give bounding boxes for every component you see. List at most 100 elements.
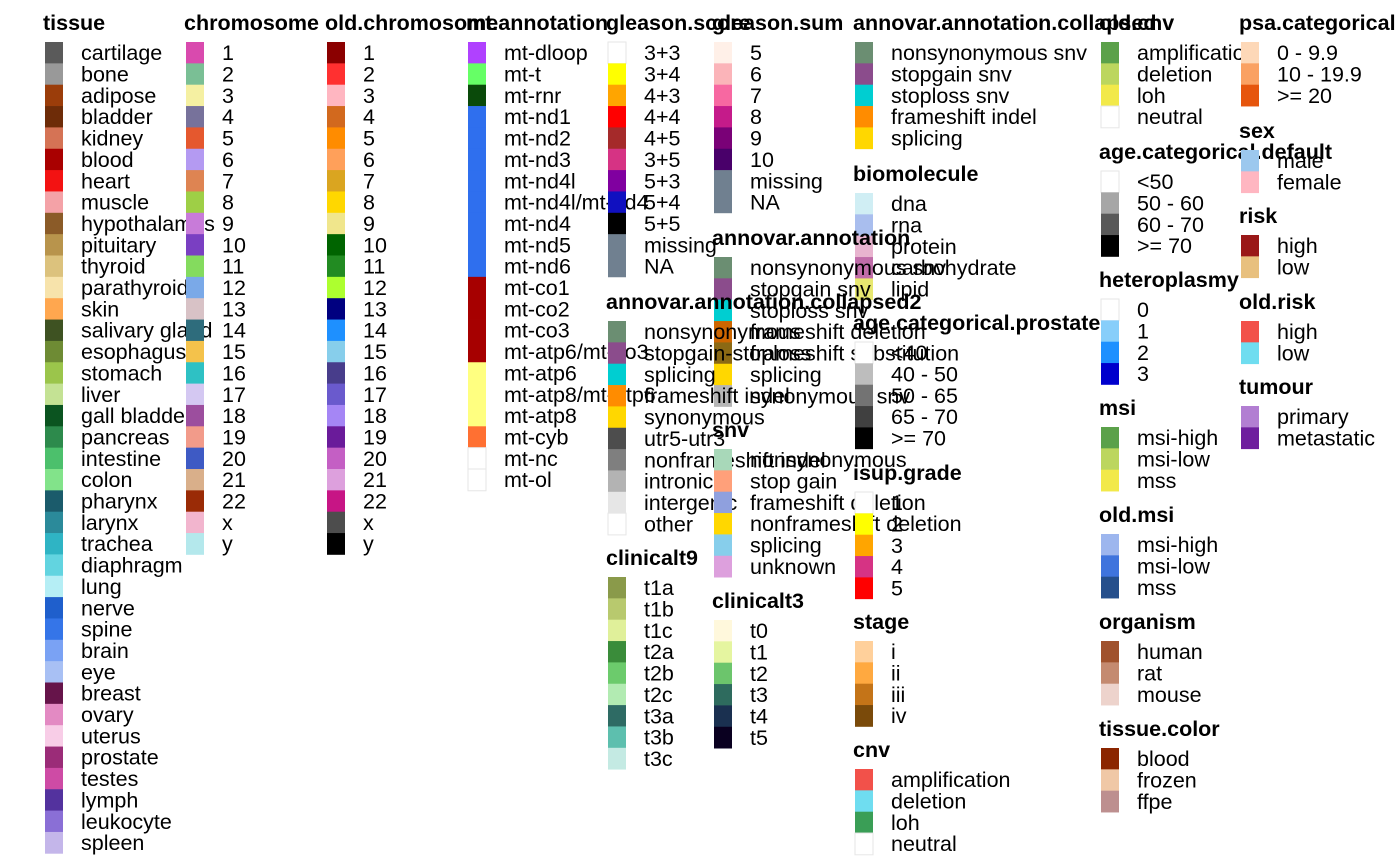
legend-label: stopgain snv	[750, 278, 871, 302]
legend-swatch	[186, 148, 204, 171]
legend-swatch	[467, 468, 487, 492]
legend-title: isup.grade	[853, 461, 962, 485]
legend-label: nonsynonymous	[750, 448, 907, 472]
legend-swatch	[327, 340, 345, 363]
legend-label: primary	[1277, 405, 1349, 429]
legend-label: 11	[222, 255, 244, 279]
legend-group: annovar.annotation.collapsed nonsynonymou…	[853, 11, 1156, 151]
legend-swatch	[608, 641, 626, 663]
legend-label: 5	[891, 577, 903, 601]
legend-group: tissuecartilageboneadiposebladderkidneyb…	[43, 11, 215, 855]
legend-label: carbohydrate	[891, 256, 1017, 280]
legend-label: neutral	[1137, 105, 1203, 129]
legend-swatch	[608, 363, 626, 386]
legend-swatch	[468, 276, 486, 299]
legend-swatch	[1241, 42, 1259, 64]
legend-swatch	[45, 469, 63, 491]
legend-label: y	[363, 532, 374, 556]
legend-swatch	[45, 84, 63, 107]
legend-label: t3a	[644, 704, 674, 728]
legend-swatch	[714, 299, 732, 322]
legend-swatch	[45, 639, 63, 662]
legend-swatch	[45, 362, 63, 384]
legend-swatch	[186, 191, 204, 214]
legend-swatch	[855, 769, 873, 791]
legend-label: spleen	[81, 831, 144, 855]
legend-swatch	[607, 41, 627, 65]
legend-label: amplification	[891, 768, 1011, 792]
legend-swatch	[186, 490, 204, 513]
legend-swatch	[714, 449, 732, 471]
legend-label: larynx	[81, 511, 139, 535]
legend-swatch	[1241, 321, 1259, 343]
legend-label: 10	[363, 233, 387, 257]
legend-label: low	[1277, 342, 1310, 366]
legend-swatch	[714, 620, 732, 642]
legend-swatch	[468, 404, 486, 427]
legend-swatch	[468, 234, 486, 256]
legend-swatch	[714, 470, 732, 493]
legend-label: 1	[891, 491, 903, 515]
legend-label: t1a	[644, 576, 674, 600]
legend-label: high	[1277, 234, 1318, 258]
legend-swatch	[467, 447, 487, 470]
legend-label: bladder	[81, 105, 153, 129]
legend-swatch	[608, 148, 626, 171]
legend-label: t4	[750, 705, 768, 729]
legend-swatch	[45, 127, 63, 150]
legend-swatch	[1241, 342, 1259, 365]
legend-swatch	[714, 342, 732, 365]
legend-label: splicing	[750, 363, 822, 387]
legend-swatch	[186, 383, 204, 406]
legend-swatch	[1101, 84, 1119, 107]
legend-label: mt-ol	[504, 468, 552, 492]
legend-swatch	[714, 42, 732, 64]
legend-swatch	[608, 170, 626, 192]
legend-swatch	[855, 513, 873, 536]
legend-label: 7	[222, 169, 234, 193]
legend-label: 18	[363, 404, 387, 428]
legend-swatch	[45, 511, 63, 534]
legend-swatch	[714, 534, 732, 557]
legend-swatch	[608, 321, 626, 343]
legend-label: iv	[891, 704, 907, 728]
legend-label: t2c	[644, 683, 673, 707]
legend-title: old.cnv	[1099, 11, 1174, 35]
legend-label: skin	[81, 297, 119, 321]
legend-swatch	[327, 404, 345, 427]
legend-label: mt-co2	[504, 297, 570, 321]
legend-label: msi-low	[1137, 448, 1210, 472]
legend-swatch	[186, 42, 204, 64]
legend-label: mt-nd5	[504, 233, 571, 257]
legend-label: stopgain-stoploss	[644, 342, 811, 366]
legend-label: t1	[750, 641, 768, 665]
legend-swatch	[45, 148, 63, 171]
legend-label: lymph	[81, 788, 138, 812]
legend-label: 3	[363, 84, 375, 108]
legend-label: 0 - 9.9	[1277, 41, 1338, 65]
legend-label: 1	[1137, 320, 1149, 344]
legend-swatch	[854, 491, 874, 515]
legend-swatch	[1101, 469, 1119, 492]
legend-title: risk	[1239, 204, 1277, 228]
legend-swatch	[1100, 105, 1120, 129]
legend-label: deletion	[1137, 63, 1212, 87]
legend-label: trachea	[81, 532, 153, 556]
legend-swatch	[608, 191, 626, 214]
legend-swatch	[714, 641, 732, 664]
legend-title: old.msi	[1099, 503, 1174, 527]
legend-swatch	[1241, 406, 1259, 428]
legend-swatch	[714, 63, 732, 86]
legend-swatch	[855, 406, 873, 428]
legend-label: ii	[891, 662, 901, 686]
legend-label: pituitary	[81, 233, 157, 257]
legend-label: synonymous snv	[750, 384, 910, 408]
legend-label: i	[891, 640, 896, 664]
legend-swatch	[468, 42, 486, 64]
legend-swatch	[1101, 769, 1119, 792]
